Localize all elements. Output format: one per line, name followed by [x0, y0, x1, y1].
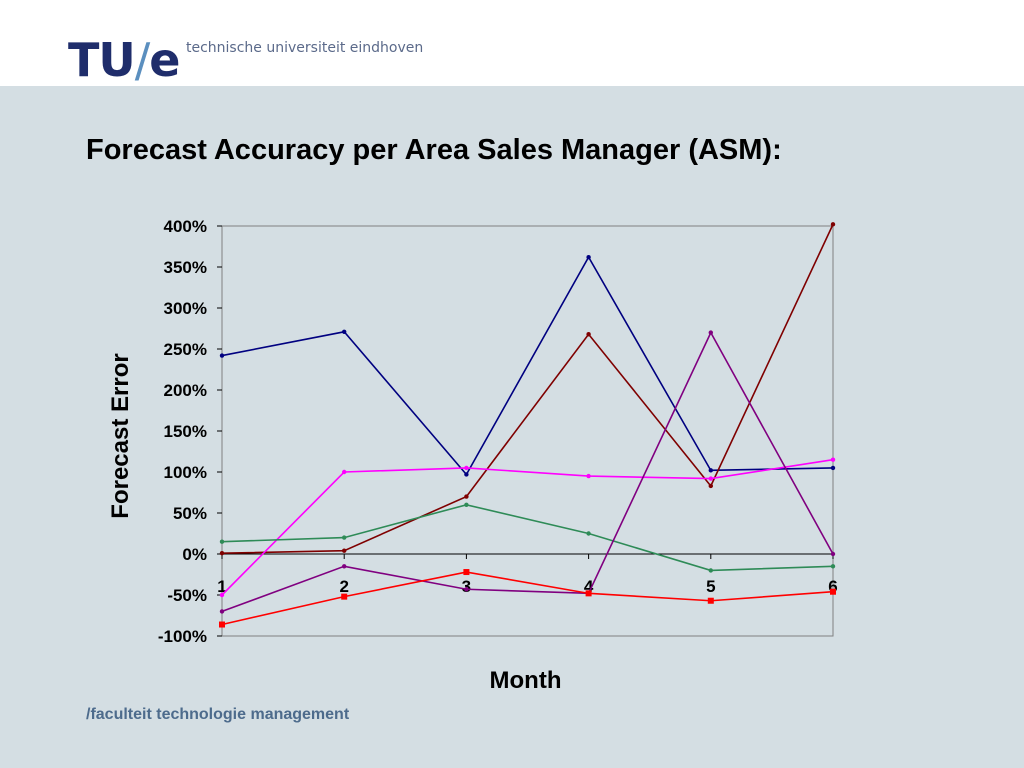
x-tick-label: 3: [462, 577, 471, 596]
y-axis-title: Forecast Error: [107, 353, 134, 518]
series-6-point: [830, 588, 836, 595]
series-2-point: [708, 483, 713, 489]
x-axis-title: Month: [490, 667, 562, 694]
logo-slash: /: [134, 33, 150, 87]
series-line-1: [221, 255, 834, 476]
x-tick-label: 1: [217, 577, 226, 596]
series-2-point: [464, 494, 469, 499]
series-3-point: [830, 457, 836, 462]
logo-text-e: e: [149, 33, 180, 87]
series-2-point: [342, 548, 347, 553]
y-tick-label: 150%: [164, 422, 207, 441]
logo-text-tu: TU: [68, 33, 136, 87]
series-2-point: [219, 550, 225, 556]
slide-title: Forecast Accuracy per Area Sales Manager…: [86, 134, 782, 166]
series-6-point: [341, 593, 348, 600]
series-5-point: [219, 609, 225, 614]
series-3-point: [708, 476, 713, 481]
series-3-point: [464, 465, 469, 471]
series-3-point: [342, 469, 347, 475]
series-5-point: [708, 330, 713, 335]
series-4-point: [342, 535, 347, 540]
series-3-point: [586, 473, 591, 479]
series-line-6: [221, 571, 834, 626]
series-4-point: [830, 564, 836, 569]
tue-logo: TU/e: [68, 33, 180, 87]
series-line-2: [221, 224, 834, 554]
series-2-point: [586, 332, 591, 337]
series-line-5: [221, 330, 834, 613]
series-4-point: [464, 502, 469, 507]
y-tick-label: -100%: [158, 627, 207, 646]
header-bar: TU/e technische universiteit eindhoven: [0, 0, 1024, 86]
x-tick-label: 4: [584, 577, 594, 596]
y-tick-label: 0%: [182, 545, 207, 564]
series-6-point: [463, 569, 470, 576]
series-6-point: [585, 590, 592, 597]
series-6-point: [219, 621, 225, 628]
plot-area-frame: [221, 225, 834, 637]
faculty-footer: /faculteit technologie management: [86, 706, 350, 723]
series-1-point: [342, 329, 347, 334]
series-4-point: [708, 568, 713, 573]
x-tick-label: 5: [706, 577, 715, 596]
series-4-point: [586, 531, 591, 536]
series-6-point: [707, 597, 714, 604]
y-tick-label: 100%: [164, 463, 207, 482]
x-tick-label: 6: [828, 577, 837, 596]
series-3-point: [219, 592, 225, 598]
y-tick-label: 300%: [164, 299, 207, 318]
series-1-point: [219, 353, 225, 358]
series-2-point: [830, 222, 836, 227]
series-1-point: [464, 472, 469, 477]
series-1-point: [830, 465, 836, 471]
university-name: technische universiteit eindhoven: [186, 40, 424, 56]
series-5-point: [830, 551, 836, 557]
series-line-4: [221, 503, 834, 572]
y-tick-label: 400%: [164, 217, 207, 236]
series-4-point: [219, 539, 225, 544]
series-5-point: [342, 564, 347, 569]
y-tick-label: 250%: [164, 340, 207, 359]
y-tick-label: -50%: [167, 586, 207, 605]
y-tick-label: 200%: [164, 381, 207, 400]
y-tick-label: 50%: [173, 504, 207, 523]
series-line-3: [221, 458, 834, 596]
series-1-point: [708, 468, 713, 473]
x-tick-label: 2: [339, 577, 348, 596]
series-1-point: [586, 254, 591, 260]
y-tick-label: 350%: [164, 258, 207, 277]
series-5-point: [464, 587, 469, 592]
